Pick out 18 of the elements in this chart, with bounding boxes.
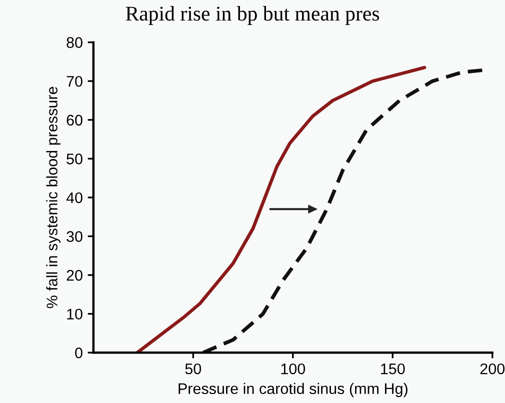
y-tick-label: 70 <box>66 76 82 87</box>
x-tick-label: 150 <box>381 363 405 374</box>
x-tick-label: 50 <box>185 363 202 374</box>
x-tick-label: 100 <box>281 363 306 374</box>
text: Rapid rise in bp but mean pres <box>126 6 380 25</box>
y-tick-label: 0 <box>75 347 82 358</box>
line-series <box>201 68 484 353</box>
y-tick-label: 40 <box>66 192 82 204</box>
y-tick-label: 80 <box>66 37 82 48</box>
x-tick-label: 200 <box>480 363 505 374</box>
y-tick-label: 20 <box>66 270 82 281</box>
line-series <box>136 66 426 353</box>
y-tick-label: 50 <box>66 154 82 164</box>
y-tick-label: 10 <box>67 308 82 320</box>
y-tick-label: 60 <box>66 114 82 126</box>
y-tick-label: 30 <box>66 231 82 242</box>
y-axis-title: % fall in systemic blood pressure <box>46 86 60 308</box>
x-axis-title: Pressure in carotid sinus (mm Hg) <box>178 382 408 398</box>
